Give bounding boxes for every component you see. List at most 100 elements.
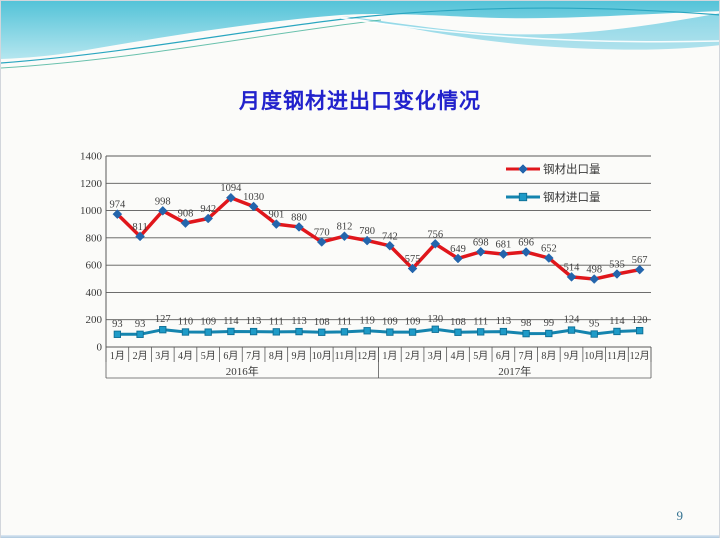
data-point-diamond-marker [589,274,600,284]
data-point-diamond-marker [362,235,372,246]
data-label: 114 [223,316,239,327]
data-point-diamond-marker [135,231,145,242]
data-label: 575 [405,254,421,265]
data-point-square-marker [408,328,417,336]
x-axis-month-label: 11月 [607,350,627,362]
data-point-diamond-marker [157,205,168,216]
data-label: 756 [427,229,443,240]
data-label: 111 [269,316,284,327]
data-point-square-marker [363,327,371,335]
x-axis-month-label: 8月 [269,350,284,362]
x-axis-month-label: 9月 [292,350,307,362]
data-label: 108 [314,317,330,328]
x-axis-month-label: 6月 [223,350,238,362]
data-point-diamond-marker [453,253,463,264]
legend-label: 钢材出口量 [543,162,601,176]
data-label: 113 [291,316,306,327]
data-label: 1030 [243,192,264,203]
data-point-diamond-marker [248,201,259,212]
data-point-diamond-marker [518,164,528,174]
y-axis-tick-label: 1400 [80,151,103,163]
x-axis-month-label: 7月 [246,350,261,362]
data-point-square-marker [431,325,439,333]
data-label: 681 [496,240,512,251]
data-label: 998 [155,196,171,207]
data-point-diamond-marker [294,222,304,232]
data-label: 908 [178,209,194,220]
bottom-accent-bar [1,535,719,538]
x-axis-month-label: 6月 [496,350,511,362]
data-point-square-marker [386,328,394,336]
data-point-square-marker [522,329,530,338]
data-point-square-marker [635,326,644,335]
data-point-square-marker [477,328,485,336]
data-label: 127 [155,314,171,325]
data-point-square-marker [159,326,167,334]
page-number: 9 [676,508,684,523]
y-axis-tick-label: 0 [97,342,103,354]
data-point-diamond-marker [543,253,554,263]
data-point-diamond-marker [475,246,486,257]
data-point-square-marker [545,329,553,338]
data-point-diamond-marker [271,219,282,229]
x-axis-month-label: 3月 [428,350,443,362]
data-label: 742 [382,231,398,242]
data-label: 110 [178,316,193,327]
y-axis-tick-label: 200 [86,314,103,326]
data-label: 113 [496,316,511,327]
data-label: 698 [473,237,489,248]
data-label: 111 [473,316,488,327]
y-axis-tick-label: 800 [86,232,103,244]
x-axis-month-label: 12月 [630,350,650,362]
data-point-square-marker [340,328,349,336]
x-axis-month-label: 4月 [178,350,193,362]
data-point-square-marker [567,326,576,334]
data-point-diamond-marker [430,239,441,249]
data-point-square-marker [249,327,258,336]
data-label: 124 [564,315,581,326]
data-point-square-marker [499,327,508,336]
page-title: 月度钢材进出口变化情况 [239,90,481,113]
data-label: 770 [314,227,330,238]
x-axis-month-label: 2月 [405,350,420,362]
data-point-square-marker [227,327,235,336]
data-label: 811 [132,222,147,233]
data-label: 114 [609,316,625,327]
x-axis-month-label: 10月 [312,350,332,362]
data-label: 880 [291,212,307,223]
data-point-square-marker [204,328,212,336]
data-point-square-marker [454,328,462,336]
x-axis-month-label: 4月 [450,350,465,362]
export-series-line [115,195,642,281]
x-axis-month-label: 1月 [110,350,125,362]
data-point-diamond-marker [203,213,214,224]
data-point-diamond-marker [316,237,327,247]
data-point-square-marker [518,192,528,202]
x-axis-year-label: 2016年 [226,364,259,378]
x-axis-month-label: 2月 [133,350,148,362]
data-point-diamond-marker [566,272,577,282]
data-point-square-marker [590,330,598,338]
import-series-line [115,327,642,336]
data-point-square-marker [181,328,190,336]
data-point-diamond-marker [226,192,236,203]
x-axis-month-label: 5月 [201,350,216,362]
y-axis-tick-label: 1000 [80,205,103,217]
data-label: 109 [200,317,216,328]
data-point-square-marker [318,328,326,336]
data-label: 109 [405,317,421,328]
data-label: 98 [521,318,532,329]
data-label: 119 [359,315,374,326]
data-point-diamond-marker [180,218,191,228]
chart-container: 0 200 400 600 800 1000 1200 1400 1月 2月 3月 4月 5月 6月 7月 8… [76,149,666,389]
x-axis-month-label: 8月 [541,350,556,362]
data-point-diamond-marker [385,240,395,251]
import-export-line-chart: 0 200 400 600 800 1000 1200 1400 1月 2月 3月 4月 5月 6月 7月 8… [80,151,652,379]
data-label: 113 [246,316,261,327]
y-axis-tick-label: 1200 [80,178,103,190]
data-label: 120 [632,315,648,326]
data-label: 514 [564,262,581,273]
data-label: 93 [112,319,123,330]
data-label: 108 [450,317,466,328]
data-point-diamond-marker [112,209,123,219]
